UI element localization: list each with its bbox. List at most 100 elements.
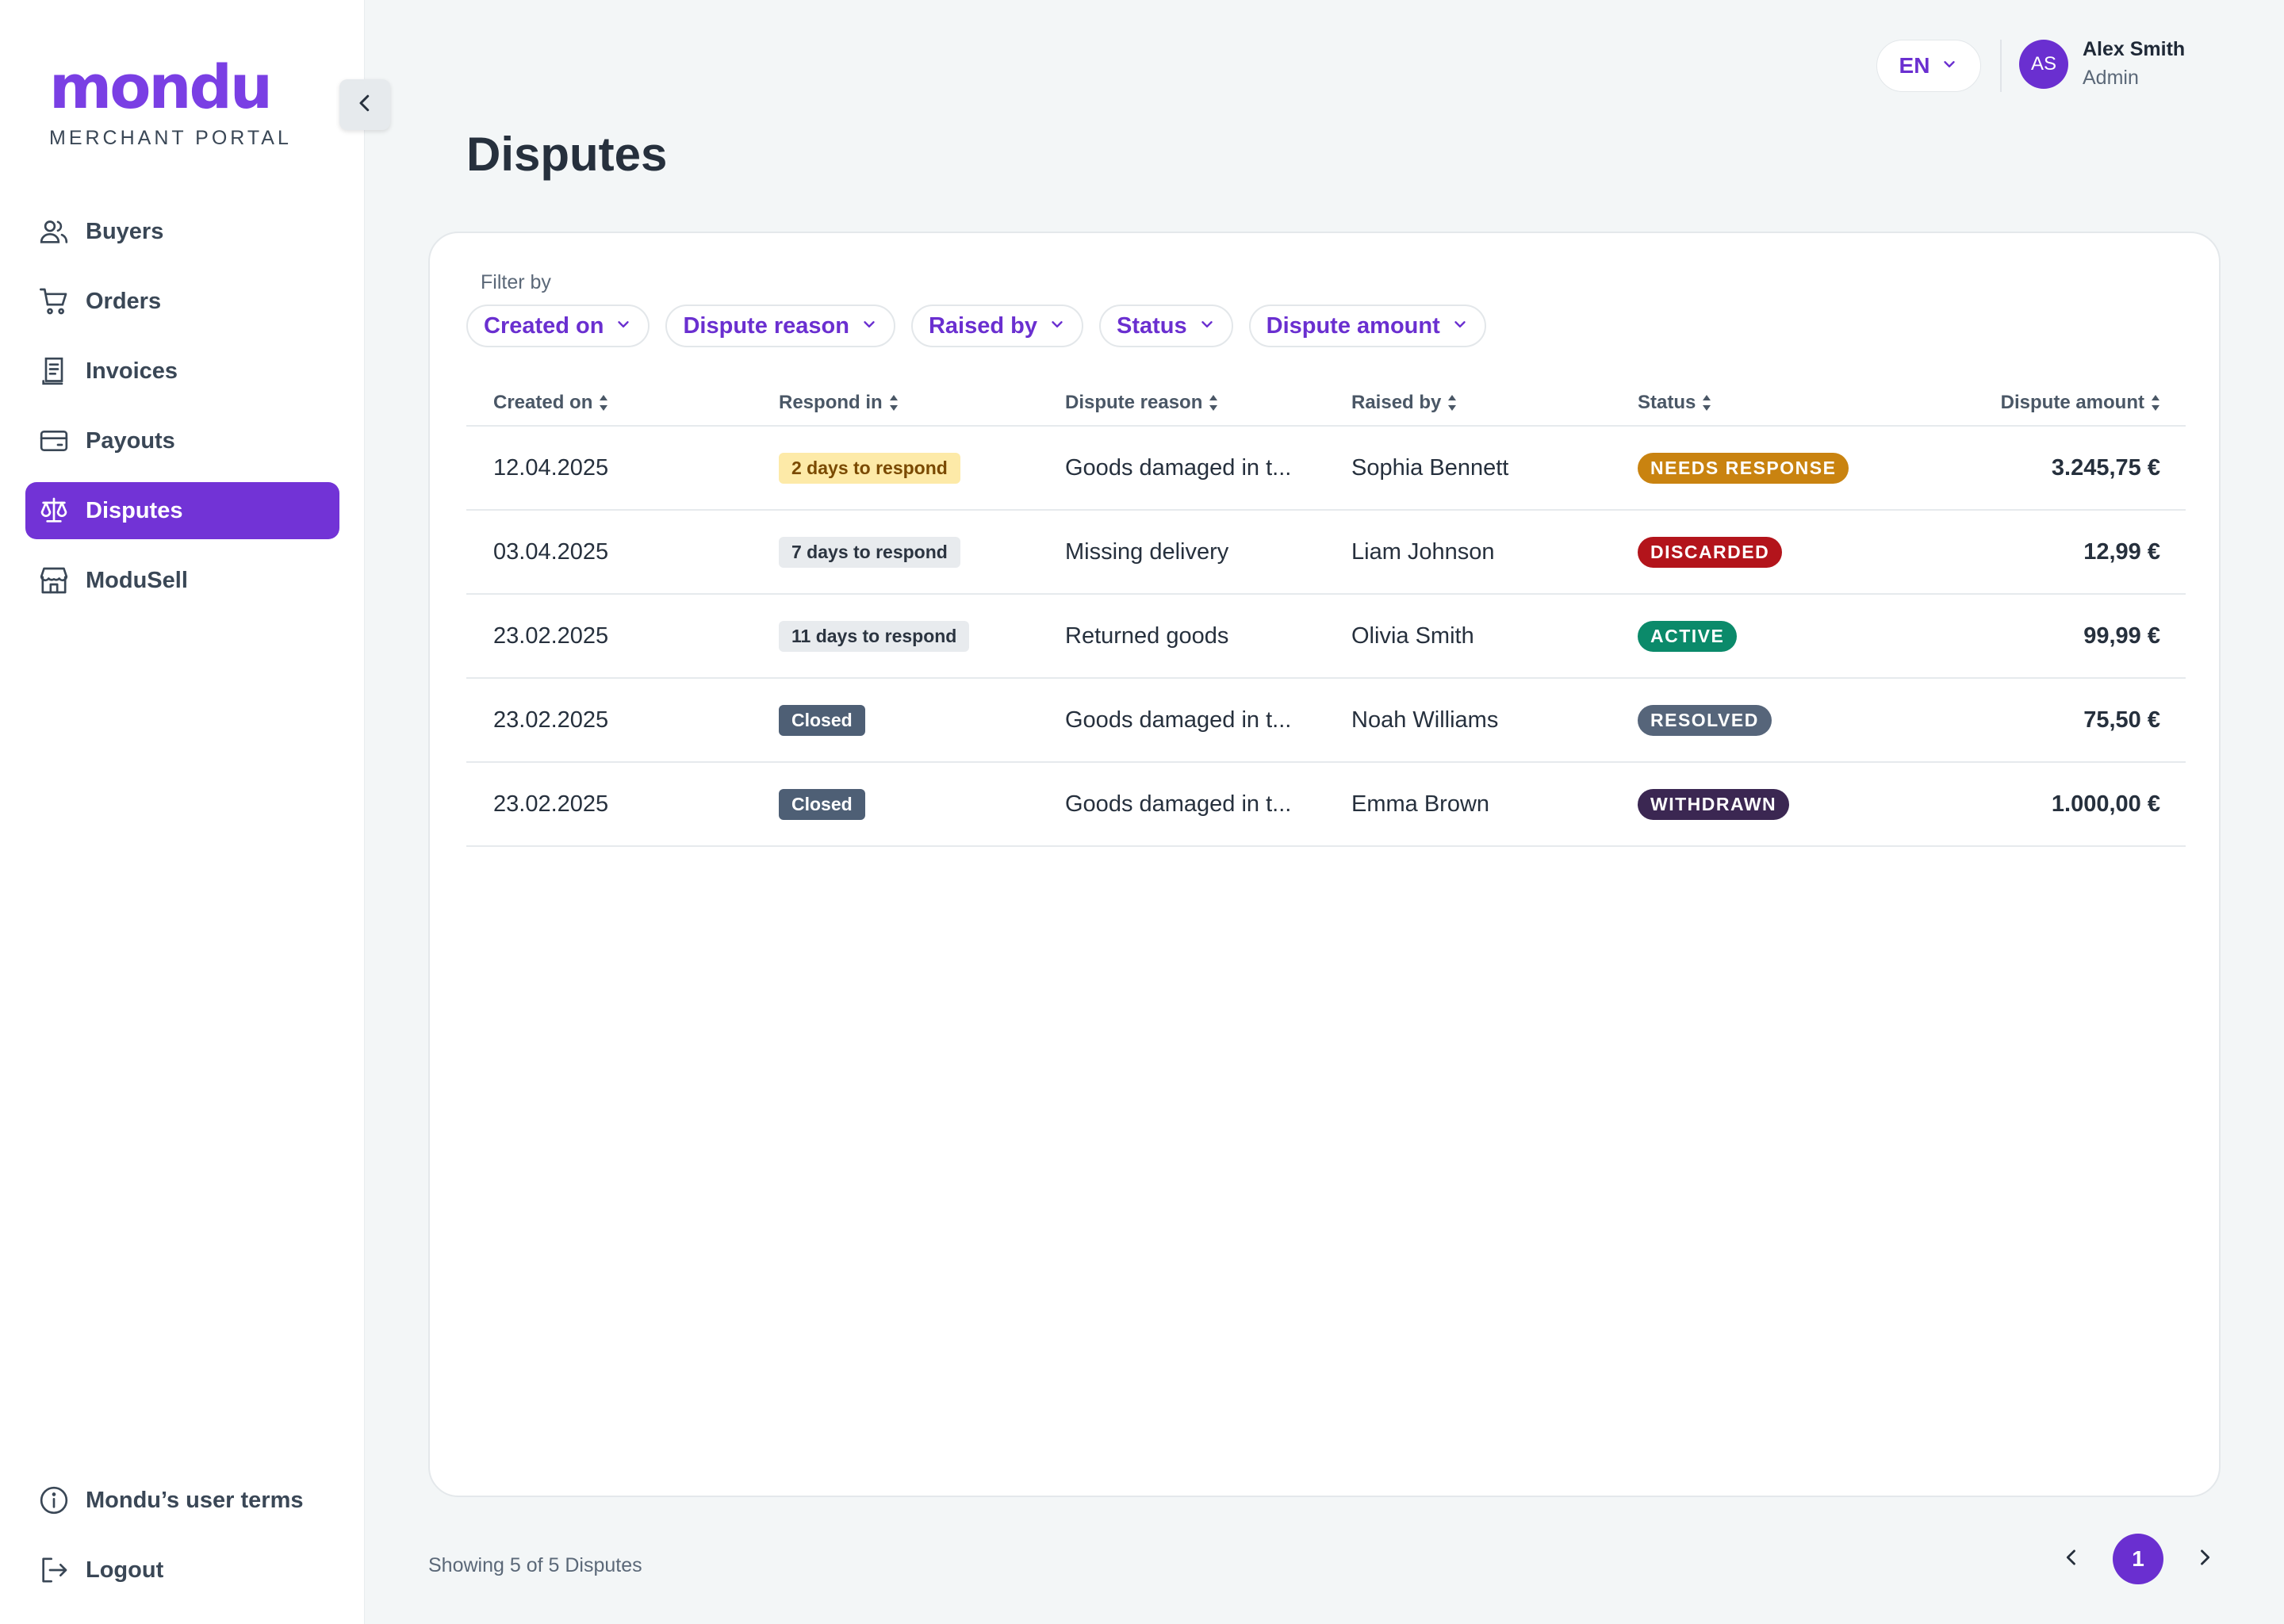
header-divider bbox=[2000, 40, 2002, 92]
table-row[interactable]: 12.04.2025 2 days to respond Goods damaged… bbox=[466, 427, 2186, 511]
dispute-reason-cell: Returned goods bbox=[1038, 623, 1324, 649]
column-header-respond-in[interactable]: Respond in bbox=[752, 392, 1038, 414]
sidebar-item-buyers[interactable]: Buyers bbox=[25, 203, 339, 260]
status-cell: DISCARDED bbox=[1611, 536, 1897, 568]
column-header-raised-by[interactable]: Raised by bbox=[1324, 392, 1611, 414]
table-row[interactable]: 23.02.2025 11 days to respond Returned goo… bbox=[466, 595, 2186, 679]
dispute-reason-cell: Goods damaged in t... bbox=[1038, 791, 1324, 818]
sidebar-item-payouts[interactable]: Payouts bbox=[25, 412, 339, 469]
filter-created-on[interactable]: Created on bbox=[466, 304, 650, 347]
sidebar-item-logout[interactable]: Logout bbox=[25, 1542, 339, 1599]
filter-chip-label: Raised by bbox=[928, 312, 1037, 339]
dispute-amount: 12,99 € bbox=[2083, 538, 2160, 565]
respond-in-cell: 11 days to respond bbox=[752, 620, 1038, 652]
filter-chip-label: Dispute amount bbox=[1266, 312, 1440, 339]
sidebar-item-modusell[interactable]: ModuSell bbox=[25, 552, 339, 609]
sidebar-item-label: ModuSell bbox=[86, 567, 188, 593]
sidebar-item-user-terms[interactable]: Mondu’s user terms bbox=[25, 1472, 339, 1529]
status-badge: DISCARDED bbox=[1638, 536, 1783, 568]
chevron-down-icon bbox=[1451, 313, 1469, 339]
raised-by-name: Emma Brown bbox=[1351, 791, 1490, 817]
raised-by-cell: Liam Johnson bbox=[1324, 539, 1611, 565]
store-icon bbox=[38, 565, 70, 596]
column-header-label: Dispute reason bbox=[1065, 392, 1203, 413]
filter-raised-by[interactable]: Raised by bbox=[910, 304, 1083, 347]
page-button-current[interactable]: 1 bbox=[2113, 1534, 2163, 1584]
filter-status[interactable]: Status bbox=[1098, 304, 1233, 347]
sort-icon bbox=[889, 394, 899, 412]
raised-by-cell: Sophia Bennett bbox=[1324, 455, 1611, 481]
filter-dispute-amount[interactable]: Dispute amount bbox=[1248, 304, 1486, 347]
sort-icon bbox=[1702, 394, 1711, 412]
respond-deadline-tag: 11 days to respond bbox=[779, 620, 970, 652]
filter-chip-label: Status bbox=[1116, 312, 1187, 339]
logo-wordmark: mondu bbox=[49, 52, 273, 122]
disputes-table: Created on Respond in Dispute reason Raised… bbox=[466, 381, 2186, 847]
table-row[interactable]: 03.04.2025 7 days to respond Missing deliv… bbox=[466, 511, 2186, 595]
collapse-sidebar-button[interactable] bbox=[339, 79, 390, 130]
dispute-reason: Missing delivery bbox=[1065, 538, 1229, 565]
logout-icon bbox=[38, 1554, 70, 1586]
sidebar-item-label: Buyers bbox=[86, 218, 164, 244]
chevron-down-icon bbox=[1941, 53, 1958, 79]
column-header-label: Created on bbox=[493, 392, 593, 413]
language-selector[interactable]: EN bbox=[1876, 40, 1981, 92]
dispute-reason: Goods damaged in t... bbox=[1065, 707, 1292, 733]
raised-by-name: Noah Williams bbox=[1351, 707, 1499, 733]
dispute-amount: 99,99 € bbox=[2083, 622, 2160, 649]
main-nav: Buyers Orders Invoices Payouts Disputes bbox=[25, 203, 339, 622]
mondu-logo[interactable]: mondu MERCHANT PORTAL bbox=[49, 57, 292, 150]
next-page-button[interactable] bbox=[2182, 1534, 2227, 1584]
created-on-cell: 03.04.2025 bbox=[466, 539, 752, 565]
filter-chip-label: Created on bbox=[484, 312, 604, 339]
column-header-label: Status bbox=[1638, 392, 1696, 413]
logo-subtitle: MERCHANT PORTAL bbox=[49, 127, 292, 149]
previous-page-button[interactable] bbox=[2049, 1534, 2094, 1584]
sort-icon bbox=[599, 394, 608, 412]
sidebar-item-label: Mondu’s user terms bbox=[86, 1487, 304, 1513]
table-row[interactable]: 23.02.2025 Closed Goods damaged in t... Noa… bbox=[466, 679, 2186, 763]
chevron-down-icon bbox=[1198, 313, 1216, 339]
created-date: 23.02.2025 bbox=[493, 622, 609, 649]
created-on-cell: 23.02.2025 bbox=[466, 791, 752, 818]
filter-chip-label: Dispute reason bbox=[683, 312, 849, 339]
raised-by-cell: Noah Williams bbox=[1324, 707, 1611, 733]
table-row[interactable]: 23.02.2025 Closed Goods damaged in t... Emm… bbox=[466, 763, 2186, 847]
dispute-reason: Returned goods bbox=[1065, 622, 1229, 649]
wallet-icon bbox=[38, 425, 70, 457]
sidebar-item-label: Disputes bbox=[86, 497, 183, 523]
respond-deadline-tag: Closed bbox=[779, 788, 865, 820]
created-on-cell: 12.04.2025 bbox=[466, 455, 752, 481]
column-header-label: Respond in bbox=[779, 392, 883, 413]
column-header-label: Raised by bbox=[1351, 392, 1442, 413]
dispute-reason: Goods damaged in t... bbox=[1065, 454, 1292, 481]
sidebar-item-label: Logout bbox=[86, 1557, 164, 1583]
dispute-amount-cell: 99,99 € bbox=[1897, 623, 2186, 649]
status-badge: RESOLVED bbox=[1638, 704, 1772, 736]
raised-by-cell: Olivia Smith bbox=[1324, 623, 1611, 649]
sidebar-item-invoices[interactable]: Invoices bbox=[25, 343, 339, 400]
status-cell: RESOLVED bbox=[1611, 704, 1897, 736]
dispute-reason-cell: Goods damaged in t... bbox=[1038, 707, 1324, 733]
column-header-created-on[interactable]: Created on bbox=[466, 392, 752, 414]
column-header-dispute-reason[interactable]: Dispute reason bbox=[1038, 392, 1324, 414]
created-on-cell: 23.02.2025 bbox=[466, 623, 752, 649]
raised-by-name: Liam Johnson bbox=[1351, 538, 1495, 565]
sidebar-item-orders[interactable]: Orders bbox=[25, 273, 339, 330]
sidebar-item-disputes[interactable]: Disputes bbox=[25, 482, 339, 539]
filter-dispute-reason[interactable]: Dispute reason bbox=[665, 304, 895, 347]
chevron-down-icon bbox=[615, 313, 632, 339]
page-title: Disputes bbox=[466, 128, 668, 181]
dispute-amount-cell: 1.000,00 € bbox=[1897, 791, 2186, 818]
dispute-reason-cell: Missing delivery bbox=[1038, 539, 1324, 565]
filter-bar: Created on Dispute reason Raised by Stat… bbox=[466, 304, 1486, 347]
table-header: Created on Respond in Dispute reason Raised… bbox=[466, 381, 2186, 427]
avatar[interactable]: AS bbox=[2019, 40, 2068, 89]
column-header-label: Dispute amount bbox=[2000, 392, 2144, 413]
sidebar-item-label: Invoices bbox=[86, 358, 178, 384]
column-header-dispute-amount[interactable]: Dispute amount bbox=[1897, 392, 2186, 414]
sort-icon bbox=[1209, 394, 1218, 412]
column-header-status[interactable]: Status bbox=[1611, 392, 1897, 414]
dispute-reason-cell: Goods damaged in t... bbox=[1038, 455, 1324, 481]
table-body: 12.04.2025 2 days to respond Goods damaged… bbox=[466, 427, 2186, 847]
